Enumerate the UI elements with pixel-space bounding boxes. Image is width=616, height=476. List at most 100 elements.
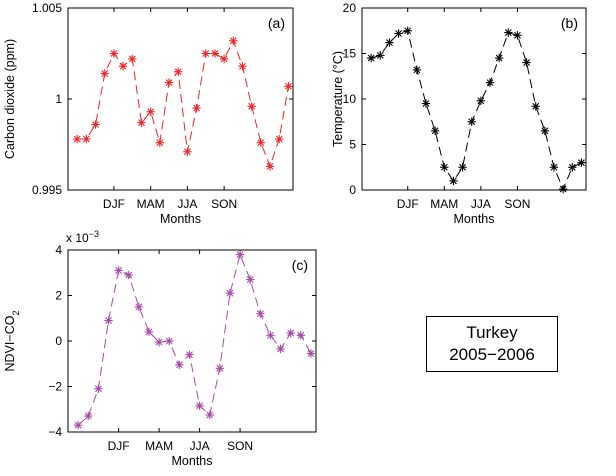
caption-years: 2005−2006 <box>449 345 535 364</box>
data-point <box>286 328 295 338</box>
y-axis-label: Carbon dioxide (ppm) <box>3 39 17 159</box>
y-tick-label: 10 <box>343 92 357 106</box>
data-point <box>94 384 103 393</box>
data-point <box>137 118 146 127</box>
y-tick-label: 1.005 <box>32 1 62 15</box>
data-point <box>109 49 119 58</box>
x-axis-label: Months <box>160 212 201 226</box>
y-tick-label: −2 <box>48 380 62 394</box>
data-point <box>540 126 550 136</box>
data-point <box>296 331 306 340</box>
data-point <box>155 138 165 147</box>
data-point <box>154 337 164 347</box>
data-point <box>144 327 154 337</box>
data-point <box>549 163 559 172</box>
data-point <box>275 134 284 144</box>
data-point <box>225 289 235 298</box>
y-exponent-label: x 10−3 <box>66 229 99 245</box>
y-tick-label: 15 <box>343 47 357 61</box>
data-point <box>577 158 586 167</box>
data-point <box>165 336 174 346</box>
x-tick-label: DJF <box>397 197 419 211</box>
data-point <box>229 36 238 45</box>
data-point <box>256 309 265 318</box>
data-point <box>403 26 412 35</box>
data-point <box>215 364 225 373</box>
y-tick-label: 0.995 <box>32 183 62 197</box>
data-point <box>124 270 133 280</box>
y-tick-label: 20 <box>343 1 357 15</box>
data-point <box>192 103 201 113</box>
data-point <box>175 360 184 370</box>
data-point <box>195 401 204 411</box>
data-point <box>82 134 91 144</box>
caption-box: Turkey 2005−2006 <box>426 316 558 372</box>
data-point <box>146 107 155 116</box>
x-tick-label: SON <box>504 197 530 211</box>
data-point <box>513 31 522 40</box>
data-point <box>476 96 486 106</box>
data-point <box>219 54 229 64</box>
data-point <box>366 53 376 63</box>
data-point <box>522 58 531 67</box>
data-point <box>164 78 174 87</box>
data-point <box>256 138 266 147</box>
x-tick-label: MAM <box>430 197 458 211</box>
data-point <box>385 38 394 47</box>
caption-region: Turkey <box>466 323 518 342</box>
x-tick-label: JJA <box>190 439 210 453</box>
data-point <box>114 266 123 275</box>
data-point <box>558 184 568 194</box>
data-point <box>440 163 449 172</box>
data-point <box>276 344 285 354</box>
data-point <box>284 82 293 91</box>
y-tick-label: 0 <box>55 334 62 348</box>
x-tick-label: DJF <box>108 439 130 453</box>
y-tick-label: 2 <box>55 289 62 303</box>
x-tick-label: MAM <box>145 439 173 453</box>
data-point <box>100 69 109 78</box>
x-tick-label: JJA <box>177 197 197 211</box>
data-point <box>394 29 403 38</box>
data-point <box>183 147 192 156</box>
panel-label: (b) <box>561 15 578 31</box>
data-point <box>128 54 137 64</box>
data-point <box>458 163 467 172</box>
data-point <box>265 162 275 171</box>
axes-frame <box>67 7 294 191</box>
y-tick-label: 4 <box>55 243 62 257</box>
y-axis-label: NDVI−CO2 <box>3 311 21 372</box>
data-point <box>430 126 440 136</box>
x-tick-label: SON <box>211 197 237 211</box>
data-point <box>174 67 183 76</box>
data-point <box>246 275 255 284</box>
x-tick-label: JJA <box>471 197 491 211</box>
data-point <box>306 349 316 358</box>
panel-c: DJF MAM JJA SON −4 −2 0 2 4 Months NDVI−CO2 x 10−3 (… <box>3 229 317 468</box>
data-point <box>210 49 220 58</box>
x-tick-label: DJF <box>103 197 125 211</box>
y-axis-label: Temperature (°C) <box>331 51 345 147</box>
data-point <box>266 331 275 340</box>
data-point <box>449 176 458 186</box>
data-point <box>504 28 513 37</box>
data-point <box>412 65 422 75</box>
panel-label: (c) <box>292 257 308 273</box>
data-point <box>485 78 495 87</box>
data-point <box>238 62 247 71</box>
data-point <box>205 410 214 420</box>
data-point <box>568 163 577 172</box>
data-point <box>91 120 100 129</box>
data-point <box>235 250 245 259</box>
series-line <box>370 30 582 191</box>
data-point <box>73 420 83 430</box>
data-point <box>376 51 385 60</box>
y-tick-label: −4 <box>48 425 62 439</box>
y-tick-label: 5 <box>349 138 356 152</box>
x-tick-label: MAM <box>137 197 165 211</box>
data-point <box>247 102 256 111</box>
data-point <box>134 302 144 312</box>
panel-b: DJF MAM JJA SON 0 5 10 15 20 Months Temperature (°… <box>331 1 587 226</box>
panel-a: DJF MAM JJA SON 0.995 1 1.005 Months Carbon diox… <box>3 1 294 226</box>
